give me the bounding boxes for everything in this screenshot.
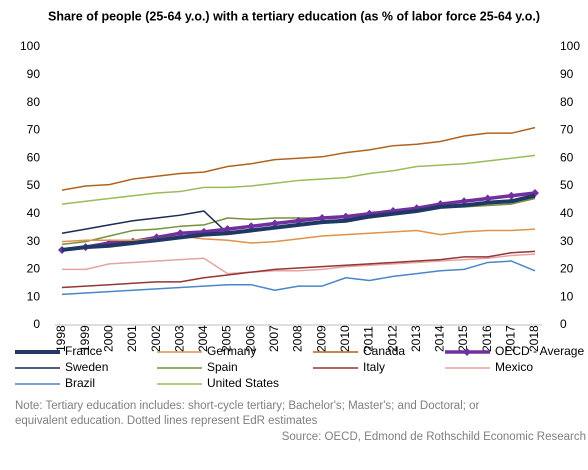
x-tick-label: 2010 (338, 325, 352, 352)
y2-tick-label: 60 (560, 150, 574, 164)
y2-tick-label: 20 (560, 262, 574, 276)
legend-label: Brazil (65, 376, 95, 390)
x-tick-label: 1999 (78, 325, 92, 352)
y2-tick-label: 30 (560, 234, 574, 248)
y-tick-label: 0 (33, 317, 40, 331)
x-tick-label: 2007 (267, 325, 281, 352)
x-tick-label: 2011 (362, 326, 376, 352)
legend-label: France (65, 344, 103, 358)
y-tick-label: 70 (27, 123, 41, 137)
legend-label: OECD - Average (495, 344, 584, 358)
y2-tick-label: 90 (560, 67, 574, 81)
x-tick-label: 2008 (291, 325, 305, 352)
legend-marker (463, 348, 471, 356)
x-tick-label: 2002 (149, 325, 163, 352)
y-tick-label: 30 (27, 234, 41, 248)
series-line (61, 126, 536, 191)
x-tick-label: 1998 (54, 325, 68, 352)
x-tick-label: 2006 (243, 325, 257, 352)
x-tick-label: 2015 (456, 325, 470, 352)
legend-label: United States (207, 376, 279, 390)
legend-label: Canada (363, 344, 405, 358)
point-marker (483, 194, 492, 203)
x-tick-label: 2001 (125, 325, 139, 352)
chart-title: Share of people (25-64 y.o.) with a tert… (48, 9, 540, 23)
point-marker (507, 191, 516, 200)
y2-tick-label: 40 (560, 206, 574, 220)
y2-tick-label: 80 (560, 95, 574, 109)
x-tick-label: 2014 (433, 325, 447, 352)
y-tick-label: 10 (27, 289, 41, 303)
x-tick-label: 2017 (504, 325, 518, 352)
legend-label: Italy (363, 360, 385, 374)
x-tick-label: 2012 (385, 325, 399, 352)
series-line (62, 253, 536, 275)
x-tick-label: 2003 (172, 325, 186, 352)
y2-tick-label: 70 (560, 123, 574, 137)
legend-label: Mexico (495, 360, 533, 374)
y2-tick-label: 0 (560, 317, 567, 331)
y-tick-label: 20 (27, 262, 41, 276)
legend-label: Spain (207, 360, 238, 374)
y-tick-label: 90 (27, 67, 41, 81)
y-tick-label: 100 (20, 39, 40, 53)
x-tick-label: 2004 (196, 325, 210, 352)
y2-tick-label: 50 (560, 178, 574, 192)
y2-tick-label: 100 (560, 39, 580, 53)
y2-tick-label: 10 (560, 289, 574, 303)
series-line (61, 250, 536, 289)
series-line (61, 228, 536, 244)
legend-label: Germany (207, 344, 256, 358)
x-tick-label: 2009 (314, 325, 328, 352)
y-tick-label: 80 (27, 95, 41, 109)
x-tick-label: 2000 (101, 325, 115, 352)
y-tick-label: 50 (27, 178, 41, 192)
series-line (61, 193, 536, 252)
note: Note: Tertiary education includes: short… (15, 400, 480, 412)
series-line (61, 260, 536, 296)
source: Source: OECD, Edmond de Rothschild Econo… (282, 431, 586, 443)
x-tick-label: 2016 (480, 325, 494, 352)
y-tick-label: 40 (27, 206, 41, 220)
legend-label: Sweden (65, 360, 108, 374)
x-tick-label: 2018 (527, 325, 541, 352)
series-line (61, 154, 536, 205)
note: equivalent education. Dotted lines repre… (15, 415, 318, 427)
y-tick-label: 60 (27, 150, 41, 164)
x-tick-label: 2005 (220, 325, 234, 352)
point-marker (318, 213, 327, 222)
x-tick-label: 2013 (409, 325, 423, 352)
